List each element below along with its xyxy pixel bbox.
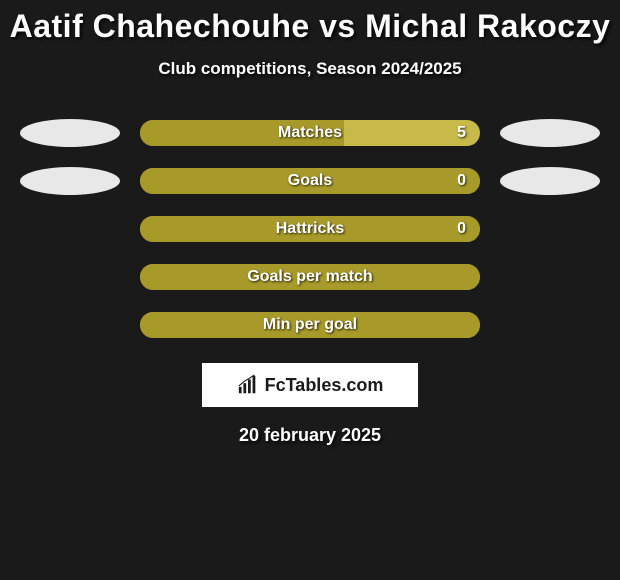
stat-row: Matches5 xyxy=(0,119,620,147)
stat-bar: Matches5 xyxy=(140,120,480,146)
stat-bar: Hattricks0 xyxy=(140,216,480,242)
stat-row: Goals0 xyxy=(0,167,620,195)
stat-row: Min per goal xyxy=(0,311,620,339)
stat-bar: Goals per match xyxy=(140,264,480,290)
player-a-indicator xyxy=(20,119,120,147)
stat-row: Goals per match xyxy=(0,263,620,291)
stat-value: 5 xyxy=(457,120,466,146)
stat-bar: Min per goal xyxy=(140,312,480,338)
chart-icon xyxy=(237,374,259,396)
stat-value: 0 xyxy=(457,216,466,242)
player-b-indicator xyxy=(500,167,600,195)
stat-value: 0 xyxy=(457,168,466,194)
page-subtitle: Club competitions, Season 2024/2025 xyxy=(0,59,620,79)
stat-label: Goals per match xyxy=(140,264,480,290)
stat-label: Matches xyxy=(140,120,480,146)
brand-text: FcTables.com xyxy=(265,375,384,396)
player-a-indicator xyxy=(20,167,120,195)
stat-rows: Matches5Goals0Hattricks0Goals per matchM… xyxy=(0,119,620,339)
comparison-infographic: Aatif Chahechouhe vs Michal Rakoczy Club… xyxy=(0,0,620,446)
brand-badge: FcTables.com xyxy=(202,363,418,407)
page-title: Aatif Chahechouhe vs Michal Rakoczy xyxy=(0,8,620,45)
player-b-indicator xyxy=(500,119,600,147)
stat-label: Hattricks xyxy=(140,216,480,242)
stat-label: Min per goal xyxy=(140,312,480,338)
stat-label: Goals xyxy=(140,168,480,194)
footer-date: 20 february 2025 xyxy=(0,425,620,446)
stat-row: Hattricks0 xyxy=(0,215,620,243)
stat-bar: Goals0 xyxy=(140,168,480,194)
